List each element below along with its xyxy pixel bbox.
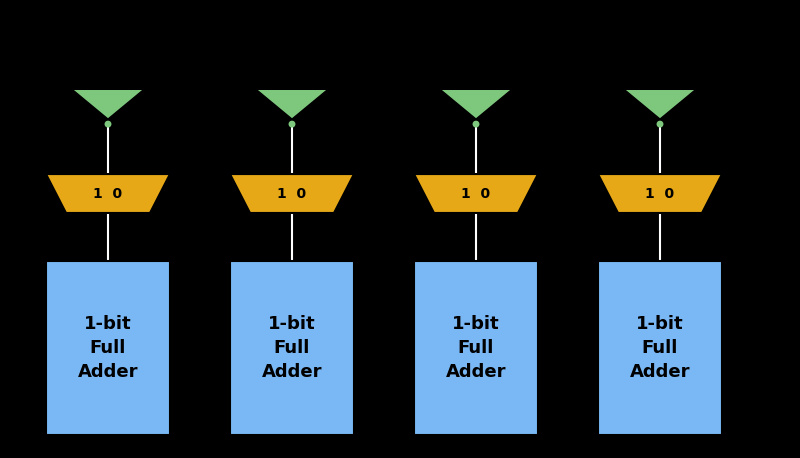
FancyBboxPatch shape: [414, 261, 538, 435]
Text: 1  0: 1 0: [646, 186, 674, 201]
Circle shape: [106, 121, 110, 127]
Polygon shape: [440, 89, 512, 119]
Text: 1  0: 1 0: [94, 186, 122, 201]
Text: 1  0: 1 0: [462, 186, 490, 201]
Circle shape: [290, 121, 294, 127]
FancyBboxPatch shape: [598, 261, 722, 435]
Polygon shape: [256, 89, 328, 119]
Text: 1-bit
Full
Adder: 1-bit Full Adder: [78, 316, 138, 381]
Polygon shape: [624, 89, 696, 119]
Text: 1-bit
Full
Adder: 1-bit Full Adder: [630, 316, 690, 381]
Text: 1-bit
Full
Adder: 1-bit Full Adder: [446, 316, 506, 381]
Circle shape: [658, 121, 662, 127]
FancyBboxPatch shape: [46, 261, 170, 435]
Text: 1-bit
Full
Adder: 1-bit Full Adder: [262, 316, 322, 381]
FancyBboxPatch shape: [230, 261, 354, 435]
Polygon shape: [230, 174, 354, 213]
Polygon shape: [46, 174, 170, 213]
Polygon shape: [598, 174, 722, 213]
Polygon shape: [72, 89, 144, 119]
Circle shape: [474, 121, 478, 127]
Text: 1  0: 1 0: [278, 186, 306, 201]
Polygon shape: [414, 174, 538, 213]
